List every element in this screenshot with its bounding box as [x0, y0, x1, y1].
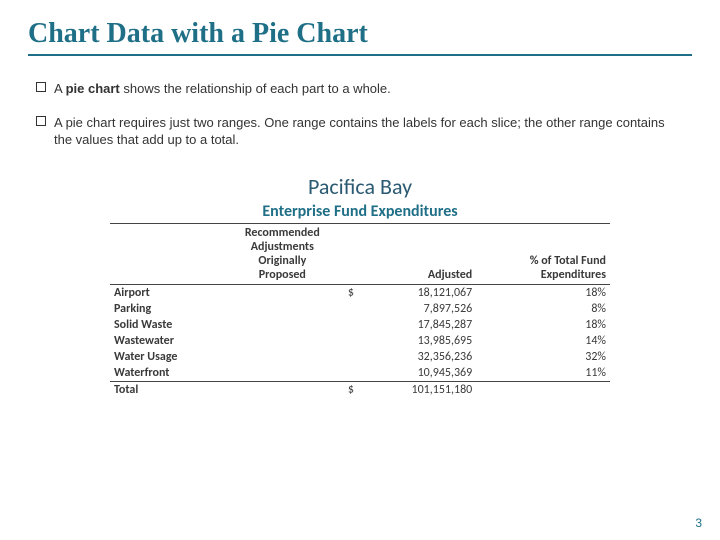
- bullet-text: A pie chart shows the relationship of ea…: [54, 80, 684, 98]
- table-row: Water Usage32,356,23632%: [110, 349, 610, 365]
- table-row: Wastewater13,985,69514%: [110, 333, 610, 349]
- embedded-figure: Pacifica Bay Enterprise Fund Expenditure…: [110, 173, 610, 398]
- col-header-adjusted: Adjusted: [358, 223, 476, 284]
- figure-title: Pacifica Bay: [110, 173, 610, 200]
- figure-subtitle: Enterprise Fund Expenditures: [110, 202, 610, 221]
- bullet-item: A pie chart requires just two ranges. On…: [36, 114, 684, 149]
- table-row-total: Total$101,151,180: [110, 381, 610, 398]
- table-body: Airport$18,121,06718%Parking7,897,5268%S…: [110, 284, 610, 398]
- table-row: Solid Waste17,845,28718%: [110, 317, 610, 333]
- slide-title-block: Chart Data with a Pie Chart: [0, 0, 720, 62]
- table-row: Parking7,897,5268%: [110, 301, 610, 317]
- square-bullet-icon: [36, 116, 46, 126]
- col-header-blank: [110, 223, 223, 284]
- table-row: Airport$18,121,06718%: [110, 284, 610, 301]
- col-header-dollar: [341, 223, 357, 284]
- page-number: 3: [695, 516, 702, 530]
- table-row: Waterfront10,945,36911%: [110, 365, 610, 382]
- bullet-text: A pie chart requires just two ranges. On…: [54, 114, 684, 149]
- col-header-originally-proposed: Recommended Adjustments Originally Propo…: [223, 223, 341, 284]
- square-bullet-icon: [36, 82, 46, 92]
- bullet-item: A pie chart shows the relationship of ea…: [36, 80, 684, 98]
- slide-title: Chart Data with a Pie Chart: [28, 18, 692, 56]
- col-header-pct: % of Total Fund Expenditures: [476, 223, 610, 284]
- expenditures-table: Recommended Adjustments Originally Propo…: [110, 223, 610, 398]
- bullet-list: A pie chart shows the relationship of ea…: [0, 62, 720, 169]
